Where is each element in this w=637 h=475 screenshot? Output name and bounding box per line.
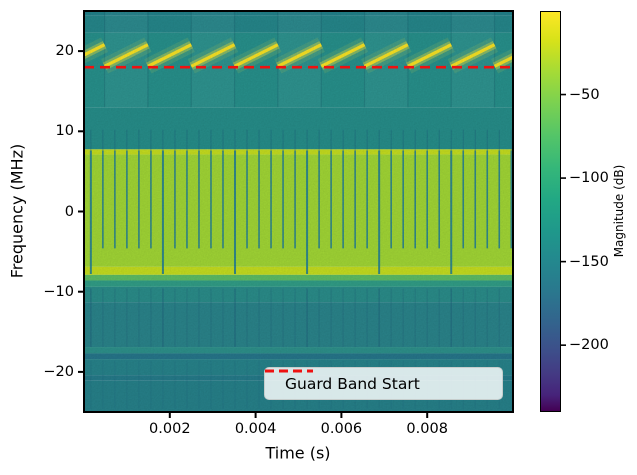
colorbar — [540, 11, 561, 412]
colorbar-tick-label: −100 — [569, 169, 609, 186]
x-tick-label: 0.006 — [320, 421, 363, 437]
x-axis-label: Time (s) — [265, 443, 331, 463]
y-tick-label: 10 — [55, 123, 74, 140]
y-tick-label: 0 — [64, 203, 74, 220]
x-tick-label: 0.008 — [406, 421, 448, 437]
x-tick-label: 0.002 — [149, 421, 191, 437]
colorbar-tick-label: −150 — [569, 253, 609, 270]
legend: Guard Band Start — [264, 367, 503, 400]
legend-label: Guard Band Start — [285, 374, 420, 393]
colorbar-label: Magnitude (dB) — [612, 164, 626, 258]
x-tick-label: 0.004 — [234, 421, 277, 437]
y-tick-label: −20 — [43, 363, 74, 380]
colorbar-tick-label: −200 — [569, 336, 609, 353]
y-tick-label: −10 — [43, 283, 74, 300]
legend-dashed-line-sample — [265, 369, 313, 373]
colorbar-tick-label: −50 — [569, 86, 600, 103]
y-tick-label: 20 — [55, 42, 74, 59]
y-axis-label: Frequency (MHz) — [7, 143, 27, 279]
